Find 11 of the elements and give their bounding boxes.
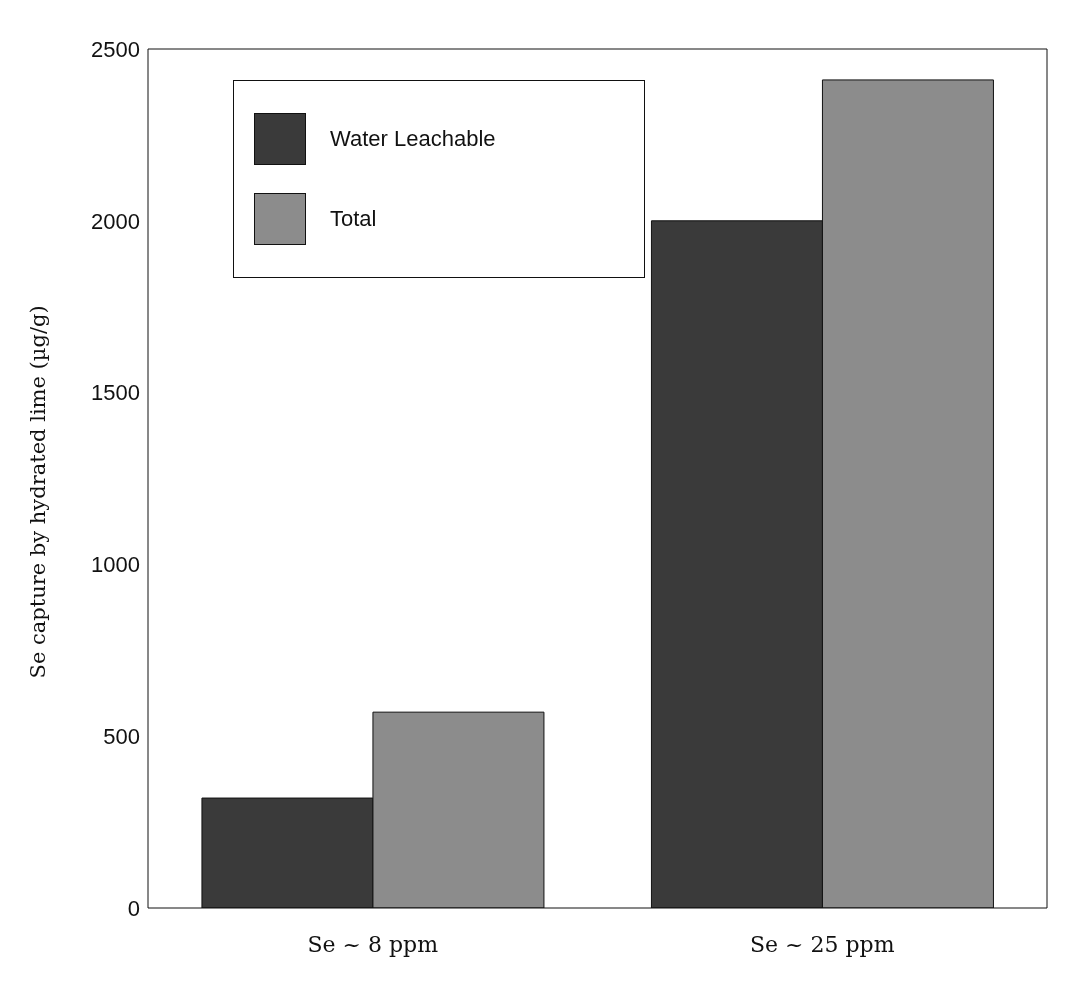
legend-label: Water Leachable: [330, 126, 496, 152]
y-tick-label: 1000: [91, 552, 140, 578]
x-tick-label: Se ~ 25 ppm: [749, 931, 895, 957]
y-tick-label: 2500: [91, 36, 140, 62]
x-tick-label: Se ~ 8 ppm: [307, 931, 439, 957]
y-tick-label: 1500: [91, 380, 140, 406]
y-tick-label: 0: [127, 895, 140, 921]
y-tick-label: 500: [103, 724, 140, 750]
legend-label: Total: [330, 206, 377, 232]
y-axis-title: Se capture by hydrated lime (µg/g): [26, 305, 51, 679]
y-tick-label: 2000: [91, 208, 140, 234]
